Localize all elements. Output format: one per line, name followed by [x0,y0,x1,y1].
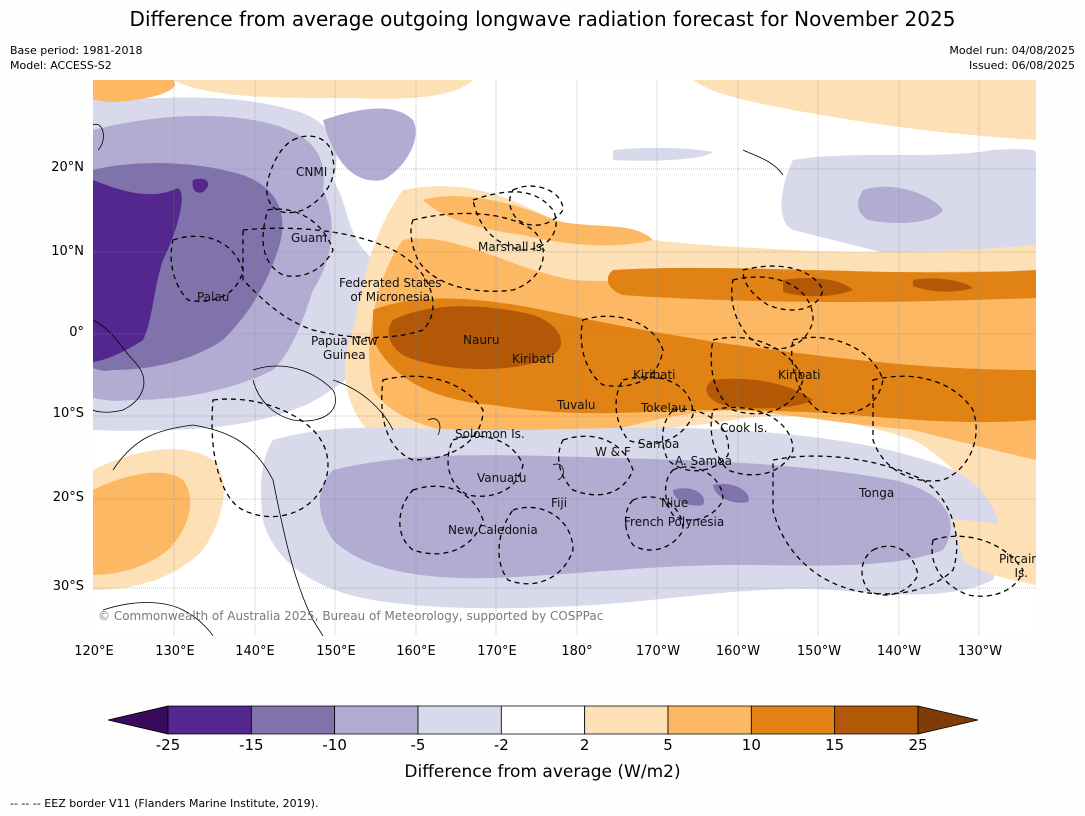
place-label: Tonga [859,486,895,500]
place-label: New Caledonia [448,523,538,537]
lon-tick-label: 120°E [74,644,114,659]
lon-tick-label: 140°E [235,644,275,659]
place-label: Guam [291,231,327,245]
lat-tick-label: 30°S [52,579,84,594]
colorbar-tick-label: 10 [741,736,761,754]
place-label: Solomon Is. [455,427,525,441]
anomaly-field [93,80,1036,609]
model-run: Model run: 04/08/2025 [949,44,1075,57]
place-label: Cook Is. [720,421,768,435]
lat-tick-label: 20°N [51,160,84,175]
place-label: Tokelau [641,401,686,415]
map-graphic [93,80,1036,636]
place-label: W & F [595,445,631,459]
place-label: A. Samoa [675,454,732,468]
colorbar-segment [167,705,252,735]
meta-left: Base period: 1981-2018 Model: ACCESS-S2 [10,43,142,73]
place-label: Marshall Is. [478,240,546,254]
place-label: Federated States of Micronesia [339,276,442,304]
colorbar-segment [500,705,586,735]
colorbar-segment [334,705,419,735]
lon-tick-label: 130°W [957,644,1003,659]
colorbar-tick-label: 2 [579,736,590,754]
place-label: Niue [661,496,689,510]
eez-footnote: -- -- -- EEZ border V11 (Flanders Marine… [10,797,319,810]
colorbar-segment [250,705,336,735]
colorbar-extend-min [108,705,169,735]
lon-tick-label: 160°W [715,644,761,659]
lon-tick-label: 150°E [316,644,356,659]
place-label: Kiribati [778,368,821,382]
place-label: Pitcairn Is. [999,552,1036,580]
place-label: Vanuatu [477,471,527,485]
colorbar [108,705,978,735]
colorbar-tick-label: 25 [908,736,928,754]
lon-tick-label: 170°E [477,644,517,659]
colorbar-tick-label: -10 [322,736,347,754]
place-label: Kiribati [633,368,676,382]
lon-tick-label: 150°W [796,644,842,659]
model-name: Model: ACCESS-S2 [10,59,112,72]
colorbar-tick-label: -5 [410,736,426,754]
place-label: Samoa [638,437,680,451]
colorbar-segment [750,705,836,735]
base-period: Base period: 1981-2018 [10,44,143,57]
colorbar-tick-label: -15 [239,736,264,754]
lon-tick-label: 130°E [155,644,195,659]
colorbar-segment [667,705,752,735]
lat-tick-label: 20°S [52,490,84,505]
lat-tick-label: 10°S [52,406,84,421]
eez-borders [170,135,1024,597]
colorbar-segment [584,705,669,735]
issued-date: Issued: 06/08/2025 [968,59,1075,72]
lon-tick-label: 140°W [876,644,922,659]
colorbar-tick-label: 15 [825,736,845,754]
place-label: French Polynesia [624,515,725,529]
place-label: Tuvalu [557,398,596,412]
map-title: Difference from average outgoing longwav… [129,7,956,31]
colorbar-tick-label: -25 [155,736,181,754]
colorbar-segment [834,705,919,735]
place-label: Nauru [463,333,500,347]
colorbar-tick-label: -2 [493,736,509,754]
copyright-notice: © Commonwealth of Australia 2025, Bureau… [98,609,604,623]
olr-anomaly-map[interactable]: CNMI Guam Marshall Is. Federated States of … [93,80,1036,636]
colorbar-extend-max [917,705,978,735]
colorbar-segment [417,705,502,735]
colorbar-title: Difference from average (W/m2) [404,762,681,782]
lon-tick-label: 180° [561,644,593,659]
lat-tick-label: 10°N [51,244,84,259]
place-label: Papua New Guinea [311,334,378,362]
lon-tick-label: 160°E [396,644,436,659]
place-label: Fiji [551,496,568,510]
graticule [93,80,1036,636]
colorbar-tick-label: 5 [663,736,673,754]
coastlines [93,123,784,636]
lon-tick-label: 170°W [635,644,681,659]
meta-right: Model run: 04/08/2025 Issued: 06/08/2025 [949,43,1075,73]
lat-tick-label: 0° [69,325,84,340]
place-label: Palau [197,290,230,304]
place-label: Kiribati [512,352,555,366]
place-label: CNMI [296,165,328,179]
